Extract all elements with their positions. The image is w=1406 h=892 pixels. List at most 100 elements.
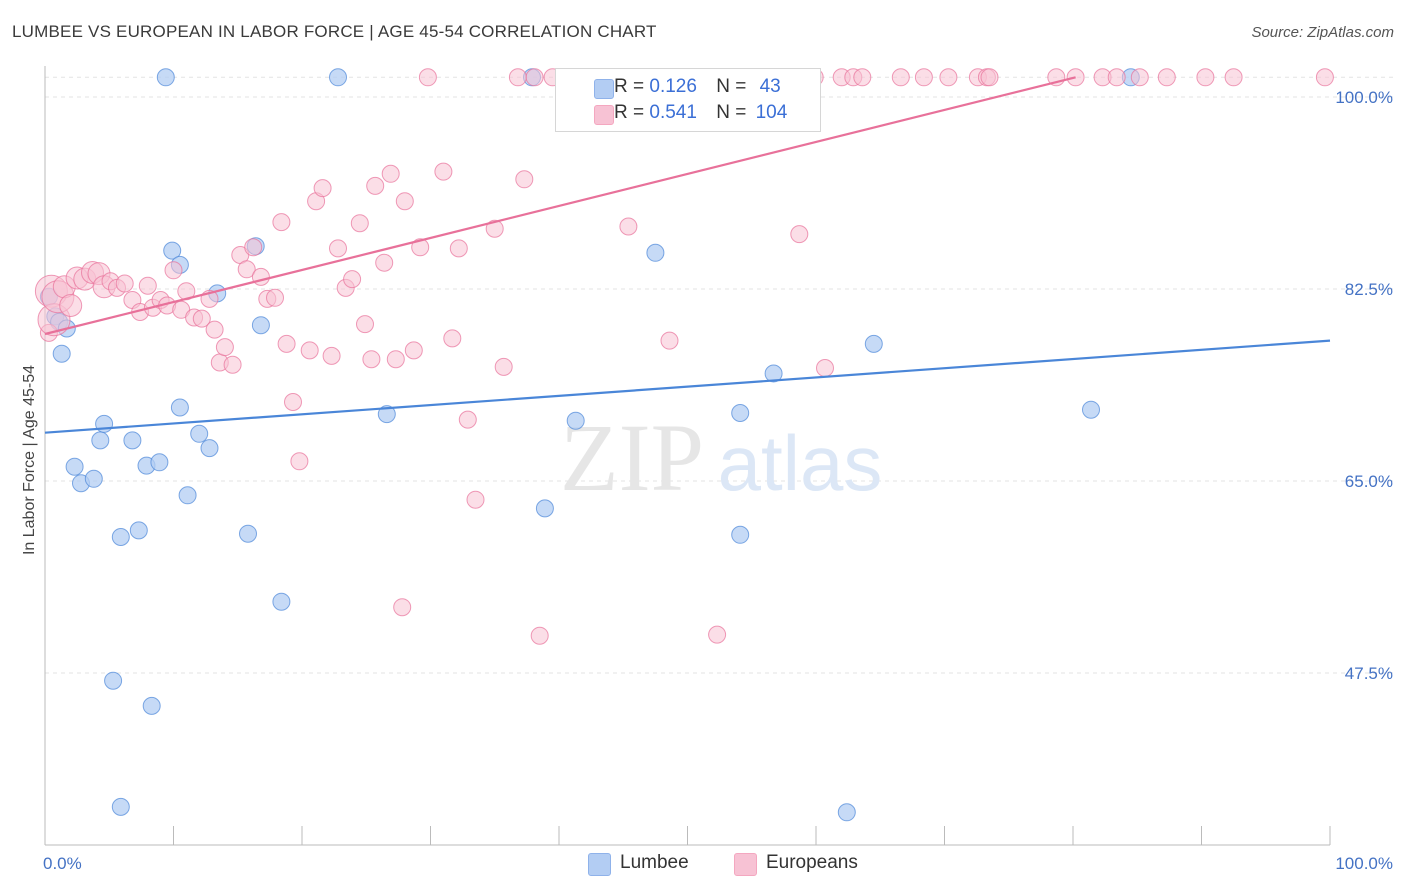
data-point: [215, 338, 234, 357]
data-point: [515, 170, 534, 189]
legend-r-label: R =: [614, 76, 645, 97]
data-point: [277, 334, 296, 353]
legend-item-europeans: Europeans: [733, 852, 858, 876]
data-point: [485, 219, 504, 238]
y-tick-label: 100.0%: [1335, 88, 1393, 107]
x-tick-label-min: 0.0%: [43, 854, 82, 873]
data-point: [52, 344, 71, 363]
data-point: [178, 486, 197, 505]
data-point: [329, 68, 347, 87]
data-point: [660, 331, 679, 350]
data-point: [322, 346, 341, 365]
data-point: [466, 490, 485, 509]
data-point: [853, 68, 872, 87]
data-point: [914, 68, 933, 87]
source-credit: Source: ZipAtlas.com: [1251, 24, 1394, 41]
legend-r-value-europeans: 0.541: [649, 102, 697, 123]
data-point: [65, 457, 84, 476]
data-point: [91, 431, 110, 450]
legend-label-lumbee: Lumbee: [620, 852, 689, 873]
data-point: [381, 164, 400, 183]
data-point: [816, 359, 834, 377]
data-point: [111, 797, 130, 816]
tick-labels: 100.0% 82.5% 65.0% 47.5% 0.0% 100.0%: [43, 88, 1393, 873]
data-point: [458, 410, 477, 429]
data-point: [1224, 68, 1243, 87]
data-point: [1130, 68, 1149, 87]
data-points: [34, 68, 1334, 822]
series-legend: Lumbee Europeans: [588, 852, 898, 876]
data-point: [535, 499, 554, 518]
data-point: [980, 68, 999, 87]
data-point: [1315, 68, 1334, 87]
data-point: [443, 329, 462, 348]
data-point: [449, 239, 468, 258]
data-point: [205, 320, 224, 339]
data-point: [170, 398, 189, 417]
data-point: [1157, 68, 1176, 87]
data-point: [123, 431, 142, 450]
data-point: [84, 469, 103, 488]
legend-row-europeans: R = 0.541 N = 104: [594, 102, 788, 125]
axes: [44, 66, 1331, 846]
watermark-atlas: atlas: [718, 419, 883, 507]
data-point: [237, 260, 256, 279]
legend-swatch-europeans: [733, 853, 757, 876]
data-point: [508, 68, 527, 87]
legend-n-label: N =: [716, 76, 747, 97]
data-point: [395, 192, 414, 211]
data-point: [251, 316, 270, 335]
data-point: [356, 315, 374, 334]
trend-line-lumbee: [44, 339, 1331, 434]
legend-row-lumbee: R = 0.126 N = 43: [594, 76, 781, 99]
data-point: [837, 803, 856, 822]
legend-swatch-lumbee: [588, 853, 611, 876]
legend-n-value-europeans: 104: [755, 102, 788, 123]
data-point: [708, 625, 727, 644]
data-point: [530, 626, 549, 645]
y-axis-label: In Labor Force | Age 45-54: [21, 364, 38, 556]
y-tick-label: 47.5%: [1345, 664, 1393, 683]
data-point: [1107, 68, 1126, 87]
correlation-legend: R = 0.126 N = 43 R = 0.541 N = 104: [555, 68, 821, 132]
data-point: [350, 214, 369, 233]
legend-swatch-europeans: [594, 105, 614, 125]
data-point: [190, 424, 209, 443]
data-point: [764, 364, 783, 383]
data-point: [115, 274, 134, 293]
legend-n-label: N =: [716, 102, 747, 123]
data-point: [404, 341, 423, 360]
y-tick-label: 65.0%: [1345, 472, 1393, 491]
series-points-europeans: [34, 68, 1334, 645]
data-point: [284, 393, 302, 411]
legend-label-europeans: Europeans: [765, 852, 858, 873]
legend-r-label: R =: [614, 102, 645, 123]
data-point: [251, 267, 270, 286]
y-tick-label: 82.5%: [1345, 280, 1393, 299]
trend-lines: [44, 76, 1331, 434]
x-tick-label-max: 100.0%: [1335, 854, 1393, 873]
watermark: ZIP atlas: [560, 404, 882, 511]
data-point: [386, 350, 405, 369]
data-point: [104, 671, 123, 690]
data-point: [343, 270, 362, 289]
data-point: [150, 453, 169, 472]
data-point: [939, 68, 958, 87]
data-point: [864, 334, 883, 353]
data-point: [418, 68, 437, 87]
data-point: [891, 68, 910, 87]
data-point: [366, 176, 385, 195]
data-point: [1196, 68, 1215, 87]
chart-title: LUMBEE VS EUROPEAN IN LABOR FORCE | AGE …: [12, 22, 657, 41]
data-point: [313, 179, 332, 198]
data-point: [142, 696, 161, 715]
data-point: [244, 238, 263, 257]
data-point: [566, 411, 585, 430]
data-point: [164, 261, 183, 280]
data-point: [290, 452, 309, 471]
legend-swatch-lumbee: [594, 79, 614, 99]
data-point: [377, 405, 396, 424]
data-point: [329, 239, 347, 258]
data-point: [156, 68, 175, 87]
